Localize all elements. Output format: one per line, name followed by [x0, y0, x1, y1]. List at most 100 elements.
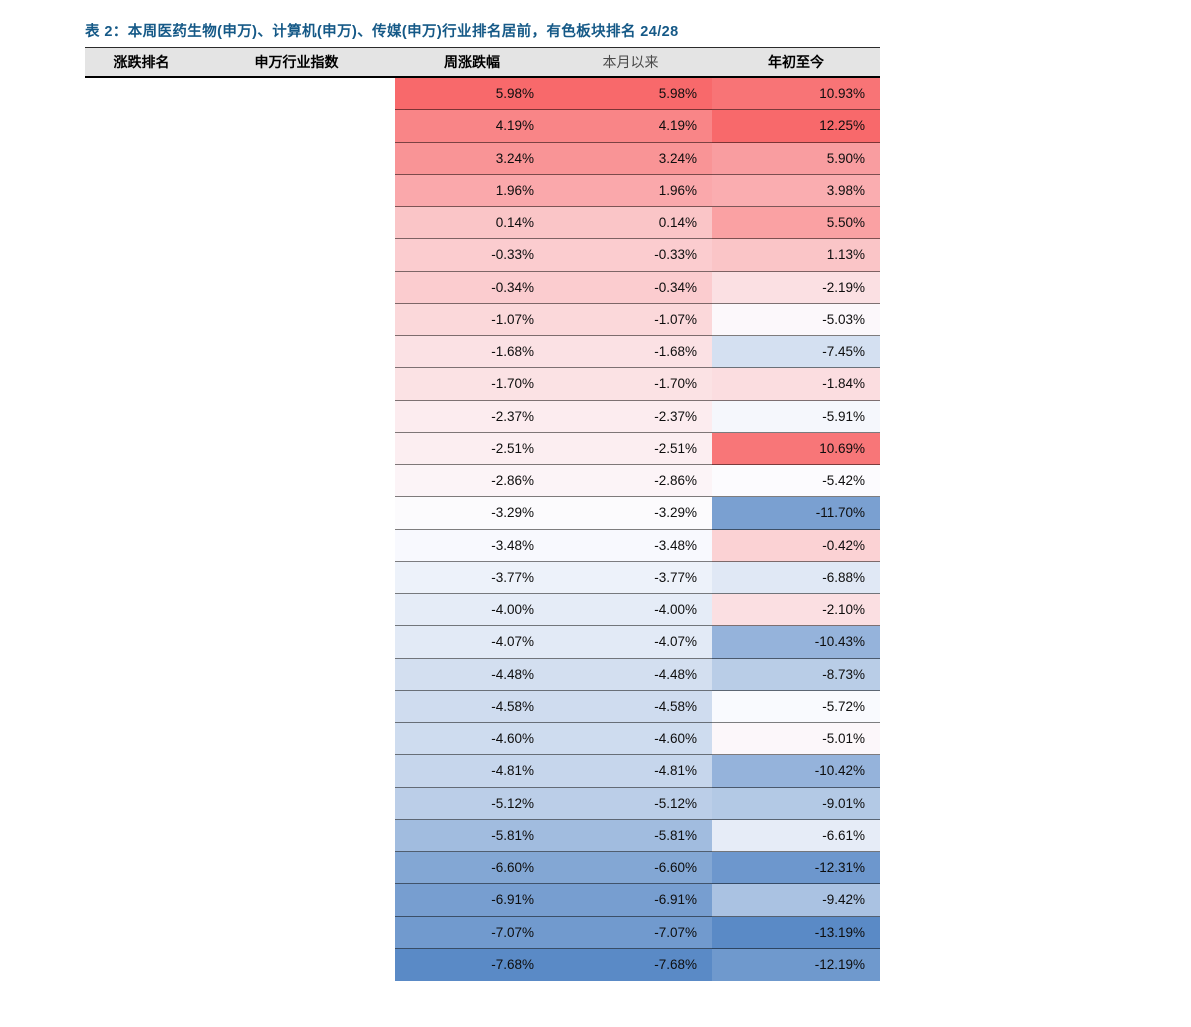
- table-row: -6.91% -6.91% -9.42%: [85, 884, 880, 917]
- ytd-change-cell: -2.19%: [712, 271, 880, 304]
- month-change-cell: -2.37%: [549, 400, 712, 433]
- heatmap-table: 涨跌排名 申万行业指数 周涨跌幅 本月以来 年初至今 5.98% 5.98% 1…: [85, 47, 880, 981]
- week-change-cell: -7.07%: [395, 916, 549, 949]
- ytd-change-cell: 10.69%: [712, 432, 880, 465]
- table-row: -1.07% -1.07% -5.03%: [85, 303, 880, 336]
- industry-cell: [198, 626, 395, 658]
- rank-cell: [85, 143, 198, 175]
- rank-cell: [85, 110, 198, 142]
- industry-cell: [198, 755, 395, 787]
- table-row: 1.96% 1.96% 3.98%: [85, 174, 880, 207]
- ytd-change-cell: 10.93%: [712, 78, 880, 111]
- month-change-cell: 0.14%: [549, 207, 712, 240]
- ytd-change-cell: -9.42%: [712, 884, 880, 917]
- table-caption: 表 2：本周医药生物(申万)、计算机(申万)、传媒(申万)行业排名居前，有色板块…: [85, 24, 679, 40]
- week-change-cell: -4.07%: [395, 626, 549, 659]
- week-change-cell: -6.60%: [395, 852, 549, 885]
- industry-cell: [198, 207, 395, 239]
- month-change-cell: -2.86%: [549, 465, 712, 498]
- industry-cell: [198, 949, 395, 981]
- week-change-cell: -1.68%: [395, 336, 549, 369]
- ytd-change-cell: 5.50%: [712, 207, 880, 240]
- table-row: -1.70% -1.70% -1.84%: [85, 368, 880, 401]
- table-header-row: 涨跌排名 申万行业指数 周涨跌幅 本月以来 年初至今: [85, 47, 880, 78]
- header-week-change: 周涨跌幅: [444, 54, 500, 70]
- industry-cell: [198, 239, 395, 271]
- month-change-cell: -4.07%: [549, 626, 712, 659]
- ytd-change-cell: -12.19%: [712, 948, 880, 981]
- table-row: 5.98% 5.98% 10.93%: [85, 78, 880, 111]
- ytd-change-cell: -12.31%: [712, 852, 880, 885]
- table-row: -3.48% -3.48% -0.42%: [85, 529, 880, 562]
- month-change-cell: 1.96%: [549, 174, 712, 207]
- ytd-change-cell: -0.42%: [712, 529, 880, 562]
- week-change-cell: -2.51%: [395, 432, 549, 465]
- industry-cell: [198, 530, 395, 562]
- rank-cell: [85, 368, 198, 400]
- table-row: -4.07% -4.07% -10.43%: [85, 626, 880, 659]
- rank-cell: [85, 175, 198, 207]
- ytd-change-cell: -13.19%: [712, 916, 880, 949]
- week-change-cell: -6.91%: [395, 884, 549, 917]
- week-change-cell: -4.81%: [395, 755, 549, 788]
- rank-cell: [85, 884, 198, 916]
- industry-cell: [198, 465, 395, 497]
- rank-cell: [85, 272, 198, 304]
- rank-cell: [85, 239, 198, 271]
- week-change-cell: 1.96%: [395, 174, 549, 207]
- month-change-cell: -3.77%: [549, 561, 712, 594]
- month-change-cell: -5.12%: [549, 787, 712, 820]
- month-change-cell: -3.29%: [549, 497, 712, 530]
- month-change-cell: -6.60%: [549, 852, 712, 885]
- industry-cell: [198, 304, 395, 336]
- table-row: -5.12% -5.12% -9.01%: [85, 787, 880, 820]
- month-change-cell: -1.70%: [549, 368, 712, 401]
- rank-cell: [85, 562, 198, 594]
- industry-cell: [198, 691, 395, 723]
- ytd-change-cell: -8.73%: [712, 658, 880, 691]
- month-change-cell: -1.07%: [549, 303, 712, 336]
- ytd-change-cell: -5.03%: [712, 303, 880, 336]
- industry-cell: [198, 723, 395, 755]
- header-rank: 涨跌排名: [113, 54, 170, 70]
- ytd-change-cell: -5.42%: [712, 465, 880, 498]
- week-change-cell: -3.77%: [395, 561, 549, 594]
- ytd-change-cell: -5.91%: [712, 400, 880, 433]
- industry-cell: [198, 368, 395, 400]
- rank-cell: [85, 755, 198, 787]
- week-change-cell: -7.68%: [395, 948, 549, 981]
- week-change-cell: -2.37%: [395, 400, 549, 433]
- table-row: -2.51% -2.51% 10.69%: [85, 432, 880, 465]
- week-change-cell: -1.70%: [395, 368, 549, 401]
- table-row: -6.60% -6.60% -12.31%: [85, 852, 880, 885]
- week-change-cell: -3.48%: [395, 529, 549, 562]
- header-month-to-date: 本月以来: [602, 54, 659, 70]
- table-row: -4.81% -4.81% -10.42%: [85, 755, 880, 788]
- ytd-change-cell: 1.13%: [712, 239, 880, 272]
- industry-cell: [198, 336, 395, 368]
- industry-cell: [198, 433, 395, 465]
- month-change-cell: 5.98%: [549, 78, 712, 111]
- month-change-cell: -4.00%: [549, 594, 712, 627]
- month-change-cell: -6.91%: [549, 884, 712, 917]
- week-change-cell: 0.14%: [395, 207, 549, 240]
- rank-cell: [85, 465, 198, 497]
- table-row: -2.86% -2.86% -5.42%: [85, 465, 880, 498]
- week-change-cell: -4.48%: [395, 658, 549, 691]
- rank-cell: [85, 530, 198, 562]
- industry-cell: [198, 594, 395, 626]
- rank-cell: [85, 788, 198, 820]
- ytd-change-cell: -1.84%: [712, 368, 880, 401]
- table-row: 4.19% 4.19% 12.25%: [85, 110, 880, 143]
- month-change-cell: -5.81%: [549, 819, 712, 852]
- month-change-cell: -3.48%: [549, 529, 712, 562]
- week-change-cell: -3.29%: [395, 497, 549, 530]
- industry-cell: [198, 884, 395, 916]
- month-change-cell: -0.33%: [549, 239, 712, 272]
- week-change-cell: 4.19%: [395, 110, 549, 143]
- table-row: 0.14% 0.14% 5.50%: [85, 207, 880, 240]
- ytd-change-cell: 5.90%: [712, 142, 880, 175]
- rank-cell: [85, 723, 198, 755]
- table-row: -3.29% -3.29% -11.70%: [85, 497, 880, 530]
- ytd-change-cell: 12.25%: [712, 110, 880, 143]
